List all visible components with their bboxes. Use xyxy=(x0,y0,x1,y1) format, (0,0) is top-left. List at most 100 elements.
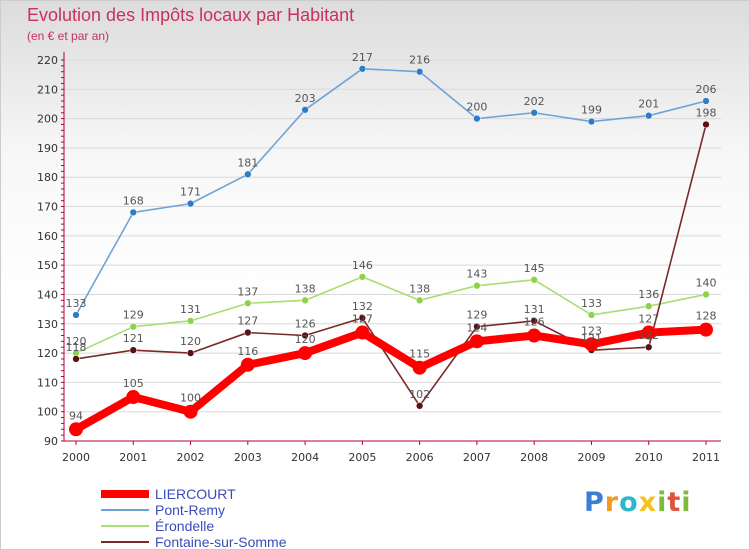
data-label-liercourt-2000: 94 xyxy=(69,409,83,422)
x-tick-label-2002: 2002 xyxy=(177,451,205,464)
x-tick-label-2006: 2006 xyxy=(406,451,434,464)
data-point-pont-remy-2010 xyxy=(645,112,653,120)
data-label-pont-remy-2007: 200 xyxy=(466,101,487,114)
data-label-fontaine-sur-somme-2010: 122 xyxy=(638,329,659,342)
data-label-pont-remy-2003: 181 xyxy=(237,156,258,169)
data-point-liercourt-2007 xyxy=(469,334,484,349)
logo-letter: i xyxy=(657,487,668,518)
data-label-erondelle-2006: 138 xyxy=(409,282,430,295)
y-tick-label-190: 190 xyxy=(37,142,58,155)
data-label-erondelle-2009: 133 xyxy=(581,297,602,310)
data-point-erondelle-2011 xyxy=(702,290,710,299)
series-line-erondelle xyxy=(75,276,707,354)
data-point-liercourt-2008 xyxy=(527,328,542,343)
data-label-liercourt-2002: 100 xyxy=(180,392,201,405)
data-label-erondelle-2000: 120 xyxy=(66,335,87,348)
chart-title: Evolution des Impôts locaux par Habitant xyxy=(27,5,355,25)
logo-letter: i xyxy=(681,487,692,518)
data-point-pont-remy-2007 xyxy=(473,114,481,123)
data-point-erondelle-2005 xyxy=(358,273,367,281)
data-label-fontaine-sur-somme-2006: 102 xyxy=(409,388,430,401)
proxiti-logo: Proxiti xyxy=(584,487,692,518)
data-label-pont-remy-2000: 133 xyxy=(66,297,87,310)
data-point-pont-remy-2006 xyxy=(415,68,424,76)
data-point-erondelle-2002 xyxy=(186,317,195,325)
data-point-erondelle-2009 xyxy=(587,311,596,319)
data-label-liercourt-2004: 120 xyxy=(295,333,316,346)
legend-label-fontaine-sur-somme: Fontaine-sur-Somme xyxy=(155,534,287,550)
data-label-fontaine-sur-somme-2002: 120 xyxy=(180,335,201,348)
data-label-fontaine-sur-somme-2003: 127 xyxy=(237,315,258,328)
data-label-liercourt-2007: 124 xyxy=(466,321,487,334)
data-label-fontaine-sur-somme-2001: 121 xyxy=(123,332,144,345)
data-label-liercourt-2006: 115 xyxy=(409,348,430,361)
logo-letter: x xyxy=(638,487,658,518)
data-label-liercourt-2011: 128 xyxy=(696,310,717,323)
y-tick-label-210: 210 xyxy=(37,83,58,96)
y-tick-label-130: 130 xyxy=(37,318,58,331)
data-point-liercourt-2006 xyxy=(412,360,427,375)
data-point-liercourt-2009 xyxy=(584,337,599,352)
y-tick-label-180: 180 xyxy=(37,171,58,184)
data-label-liercourt-2009: 123 xyxy=(581,324,602,337)
data-point-liercourt-2003 xyxy=(240,357,255,372)
data-label-erondelle-2003: 137 xyxy=(237,285,258,298)
y-tick-label-150: 150 xyxy=(37,259,58,272)
x-tick-label-2007: 2007 xyxy=(463,451,491,464)
data-point-pont-remy-2009 xyxy=(587,117,596,126)
data-label-pont-remy-2006: 216 xyxy=(409,54,430,67)
data-point-fontaine-sur-somme-2007 xyxy=(473,323,481,331)
logo-letter: P xyxy=(584,487,605,518)
data-label-fontaine-sur-somme-2000: 118 xyxy=(66,341,87,354)
data-point-erondelle-2003 xyxy=(244,299,252,307)
data-point-pont-remy-2001 xyxy=(129,208,137,217)
data-label-pont-remy-2010: 201 xyxy=(638,98,659,111)
y-tick-label-110: 110 xyxy=(37,376,58,389)
data-point-fontaine-sur-somme-2011 xyxy=(702,120,710,129)
data-label-erondelle-2002: 131 xyxy=(180,303,201,316)
data-label-erondelle-2004: 138 xyxy=(295,282,316,295)
data-point-fontaine-sur-somme-2005 xyxy=(358,314,367,322)
y-tick-label-140: 140 xyxy=(37,288,58,301)
x-tick-label-2010: 2010 xyxy=(635,451,663,464)
data-point-fontaine-sur-somme-2010 xyxy=(645,343,653,351)
chart-subtitle: (en € et par an) xyxy=(27,29,110,43)
y-tick-label-120: 120 xyxy=(37,347,58,360)
data-point-liercourt-2001 xyxy=(126,390,141,405)
x-tick-label-2011: 2011 xyxy=(692,451,720,464)
data-label-pont-remy-2001: 168 xyxy=(123,194,144,207)
x-tick-label-2008: 2008 xyxy=(520,451,548,464)
y-tick-label-220: 220 xyxy=(37,54,58,67)
data-point-erondelle-2004 xyxy=(301,296,309,304)
series-line-fontaine-sur-somme xyxy=(75,123,707,407)
data-point-liercourt-2002 xyxy=(183,404,198,419)
data-label-pont-remy-2004: 203 xyxy=(295,92,316,105)
data-point-pont-remy-2003 xyxy=(244,170,252,178)
x-tick-label-2005: 2005 xyxy=(348,451,376,464)
data-label-erondelle-2005: 146 xyxy=(352,259,373,272)
data-point-fontaine-sur-somme-2008 xyxy=(530,317,538,325)
logo-letter: r xyxy=(604,487,620,518)
data-label-erondelle-2001: 129 xyxy=(123,309,144,322)
data-point-pont-remy-2011 xyxy=(702,97,710,105)
data-label-liercourt-2001: 105 xyxy=(123,377,144,390)
legend-swatch-liercourt xyxy=(101,490,149,498)
data-label-fontaine-sur-somme-2008: 131 xyxy=(524,303,545,316)
data-label-fontaine-sur-somme-2007: 129 xyxy=(466,309,487,322)
data-point-fontaine-sur-somme-2002 xyxy=(186,349,195,357)
data-label-pont-remy-2009: 199 xyxy=(581,104,602,117)
legend-label-liercourt: LIERCOURT xyxy=(155,486,236,502)
data-label-liercourt-2005: 127 xyxy=(352,313,373,326)
x-tick-label-2004: 2004 xyxy=(291,451,319,464)
x-tick-label-2001: 2001 xyxy=(119,451,147,464)
y-tick-label-200: 200 xyxy=(37,113,58,126)
data-label-erondelle-2011: 140 xyxy=(696,276,717,289)
data-label-pont-remy-2011: 206 xyxy=(696,83,717,96)
data-point-pont-remy-2000 xyxy=(72,311,80,319)
data-point-liercourt-2005 xyxy=(355,325,370,340)
data-label-erondelle-2010: 136 xyxy=(638,288,659,301)
series-line-pont-remy xyxy=(75,67,707,316)
